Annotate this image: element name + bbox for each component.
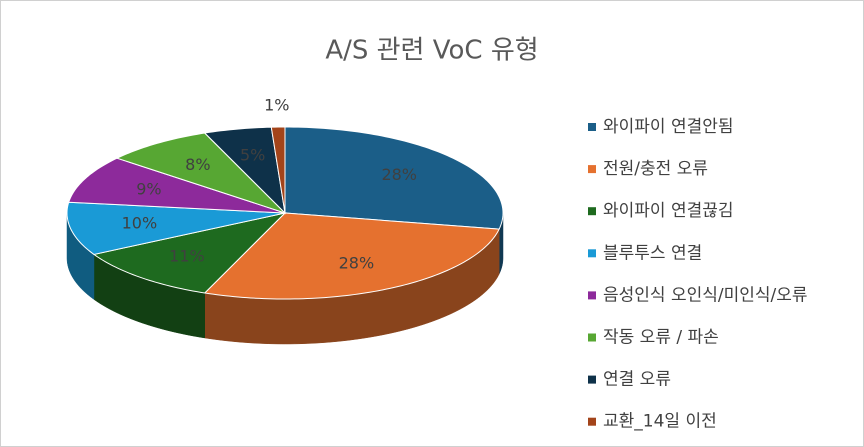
legend-marker [588, 123, 596, 131]
slice [203, 126, 286, 215]
slice [203, 212, 500, 300]
data-label: 1% [264, 95, 289, 114]
slice [270, 126, 286, 214]
slice [92, 212, 287, 294]
legend-label: 블루투스 연결 [603, 243, 702, 263]
legend-marker [588, 333, 596, 342]
slice [284, 126, 504, 230]
legend-marker [588, 417, 596, 426]
legend-label: 음성인식 오인식/미인식/오류 [603, 285, 808, 305]
data-label: 5% [240, 145, 265, 164]
data-label: 9% [136, 179, 161, 198]
legend-marker [588, 291, 596, 300]
legend-marker [588, 375, 596, 384]
legend-label: 전원/충전 오류 [603, 159, 708, 179]
data-label: 28% [339, 254, 375, 273]
legend-label: 교환_14일 이전 [603, 412, 717, 432]
slice [115, 132, 286, 214]
slice [66, 201, 286, 255]
data-label: 8% [185, 155, 210, 174]
legend-label: 작동 오류 / 파손 [603, 328, 719, 348]
legend-marker [588, 249, 596, 258]
data-label: 11% [169, 246, 205, 265]
chart-title: A/S 관련 VoC 유형 [325, 36, 538, 66]
data-label: 28% [381, 165, 417, 184]
legend-label: 와이파이 연결끊김 [603, 201, 734, 221]
legend-label: 와이파이 연결안됨 [603, 117, 734, 137]
legend-marker [588, 165, 596, 174]
legend-marker [588, 207, 596, 216]
legend-label: 연결 오류 [603, 370, 671, 390]
slice [68, 157, 286, 214]
data-label: 10% [122, 213, 158, 232]
